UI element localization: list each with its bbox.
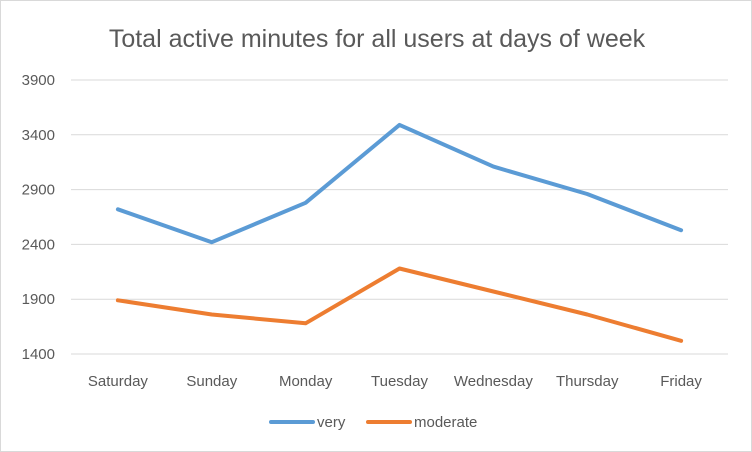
x-tick-label: Sunday — [186, 373, 237, 390]
series-lines — [115, 122, 684, 343]
y-tick-label: 3400 — [22, 127, 55, 144]
series-line-very — [115, 122, 684, 245]
x-tick-label: Thursday — [556, 373, 619, 390]
y-tick-label: 2900 — [22, 182, 55, 199]
y-tick-label: 1900 — [22, 291, 55, 308]
legend-label-very: very — [317, 414, 346, 431]
y-tick-label: 3900 — [22, 72, 55, 89]
y-tick-label: 2400 — [22, 236, 55, 253]
y-axis-ticks: 3900 3400 2900 2400 1900 1400 — [22, 72, 55, 363]
chart-title: Total active minutes for all users at da… — [109, 25, 646, 53]
x-axis-ticks: Saturday Sunday Monday Tuesday Wednesday Thur… — [88, 373, 702, 390]
legend: very moderate — [269, 414, 477, 431]
x-tick-label: Wednesday — [454, 373, 533, 390]
x-tick-label: Saturday — [88, 373, 149, 390]
x-tick-label: Friday — [660, 373, 702, 390]
legend-label-moderate: moderate — [414, 414, 477, 431]
gridlines — [71, 79, 728, 355]
y-tick-label: 1400 — [22, 346, 55, 363]
x-tick-label: Monday — [279, 373, 333, 390]
series-line-moderate — [115, 266, 684, 343]
x-tick-label: Tuesday — [371, 373, 428, 390]
